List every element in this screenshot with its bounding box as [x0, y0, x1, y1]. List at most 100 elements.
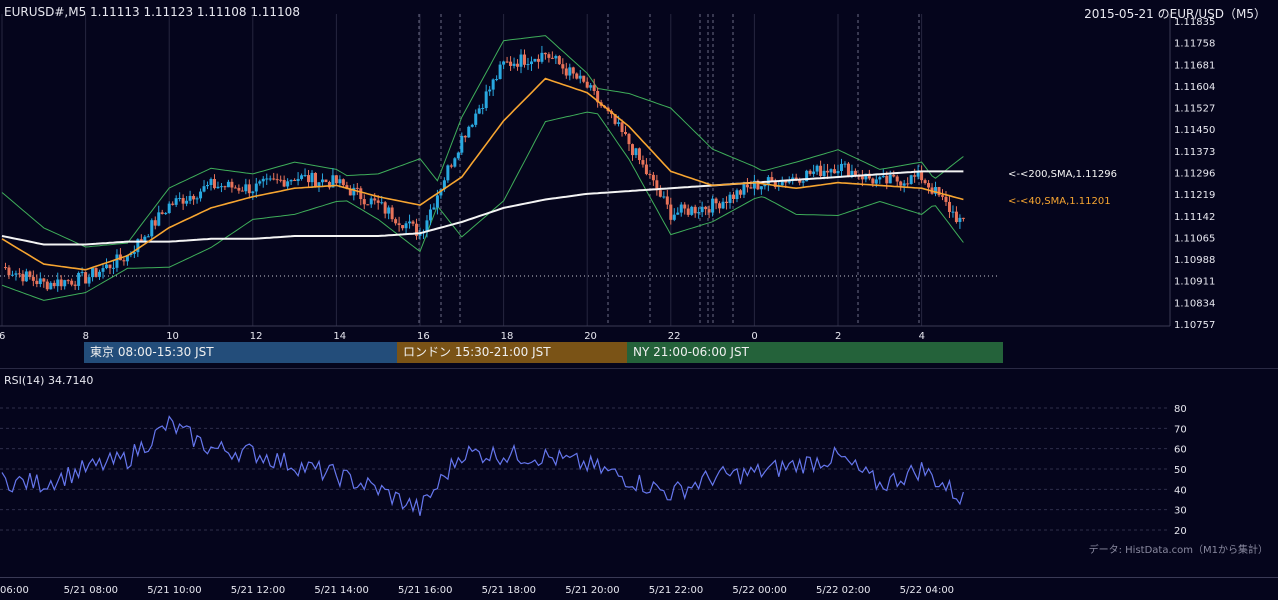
candle-body [376, 200, 380, 203]
candle-body [310, 172, 314, 183]
candle-body [502, 61, 506, 65]
candle-body [519, 54, 523, 67]
candle-body [881, 175, 885, 178]
candle-body [808, 170, 812, 174]
candle-body [3, 267, 7, 269]
candle-body [373, 198, 377, 201]
candle-body [540, 52, 544, 62]
rsi-chart: 80 70 60 50 40 30 20 [0, 404, 1187, 537]
candle-body [850, 170, 854, 177]
price-tick-label: 1.11373 [1174, 147, 1215, 158]
hour-tick-label: 18 [501, 331, 514, 340]
candle-body [453, 158, 457, 167]
candle-body [637, 148, 641, 161]
candle-body [665, 196, 669, 205]
price-tick-label: 1.10757 [1174, 320, 1215, 331]
candle-body [941, 195, 944, 197]
session-london: ロンドン 15:30-21:00 JST [397, 342, 628, 363]
candle-body [206, 185, 210, 187]
candle-body [759, 186, 763, 190]
rsi-title: RSI(14) 34.7140 [4, 374, 94, 387]
candle-body [42, 278, 46, 282]
candle-body [331, 175, 335, 188]
candle-body [115, 254, 119, 268]
candle-body [94, 268, 98, 277]
candle-body [920, 170, 924, 181]
candle-body [314, 172, 317, 187]
candle-body [543, 52, 547, 55]
candle-body [251, 191, 255, 194]
time-axis-label: 5/21 20:00 [565, 585, 620, 596]
candle-body [14, 273, 18, 275]
candle-body [630, 144, 634, 156]
candle-body [672, 214, 676, 220]
candle-body [927, 183, 931, 188]
candle-body [216, 186, 220, 189]
candle-body [10, 274, 14, 276]
candle-body [634, 148, 638, 156]
hour-tick-label: 4 [919, 331, 925, 340]
candle-body [327, 182, 331, 188]
candle-body [21, 273, 25, 282]
candle-body [185, 200, 189, 204]
candle-body [620, 122, 624, 132]
candle-body [38, 278, 42, 285]
candle-body [613, 114, 617, 124]
rsi-line [1, 415, 964, 516]
sma-40-line [1, 77, 964, 271]
candle-body [846, 163, 850, 177]
time-axis-label: 5/21 14:00 [314, 585, 369, 596]
candle-body [401, 225, 405, 229]
candle-body [397, 223, 401, 226]
candle-body [819, 165, 823, 176]
candle-body [129, 253, 133, 256]
candle-body [282, 179, 286, 187]
candle-body [568, 67, 572, 76]
candle-body [801, 181, 805, 183]
candle-body [697, 212, 701, 214]
candle-body [516, 63, 520, 67]
candle-body [547, 54, 551, 58]
candle-body [192, 195, 196, 200]
candle-body [355, 187, 359, 189]
candle-body [557, 56, 561, 65]
candle-body [272, 178, 276, 180]
session-ny: NY 21:00-06:00 JST [627, 342, 1003, 363]
candle-body [136, 239, 140, 253]
candle-body [108, 264, 112, 269]
candle-body [150, 220, 154, 237]
candle-body [725, 201, 729, 203]
candle-body [268, 178, 272, 180]
candle-body [160, 212, 164, 214]
candle-body [826, 170, 830, 173]
hour-tick-label: 16 [417, 331, 430, 340]
candle-body [279, 179, 283, 181]
candle-body [369, 198, 373, 205]
candle-body [415, 223, 419, 236]
candle-body [745, 184, 749, 188]
candle-body [829, 169, 833, 173]
candle-body [467, 126, 471, 138]
candle-body [676, 212, 680, 215]
price-tick-label: 1.10911 [1174, 277, 1215, 288]
sma-200-line [1, 170, 964, 246]
candle-body [258, 181, 262, 184]
candle-body [641, 160, 645, 165]
candle-body [923, 180, 927, 184]
candle-body [871, 178, 875, 184]
candle-body [833, 169, 837, 174]
candle-body [853, 170, 857, 176]
hour-tick-label: 20 [584, 331, 597, 340]
candle-body [794, 177, 798, 180]
time-axis-label: 5/22 04:00 [899, 585, 955, 596]
candle-body [683, 204, 687, 209]
candle-body [815, 165, 819, 172]
candle-body [780, 180, 784, 186]
candle-body [648, 174, 652, 176]
candle-body [711, 198, 715, 213]
candle-body [728, 194, 732, 203]
candle-body [902, 183, 906, 186]
candle-body [651, 174, 655, 181]
candle-body [289, 179, 293, 182]
candle-body [28, 271, 32, 277]
